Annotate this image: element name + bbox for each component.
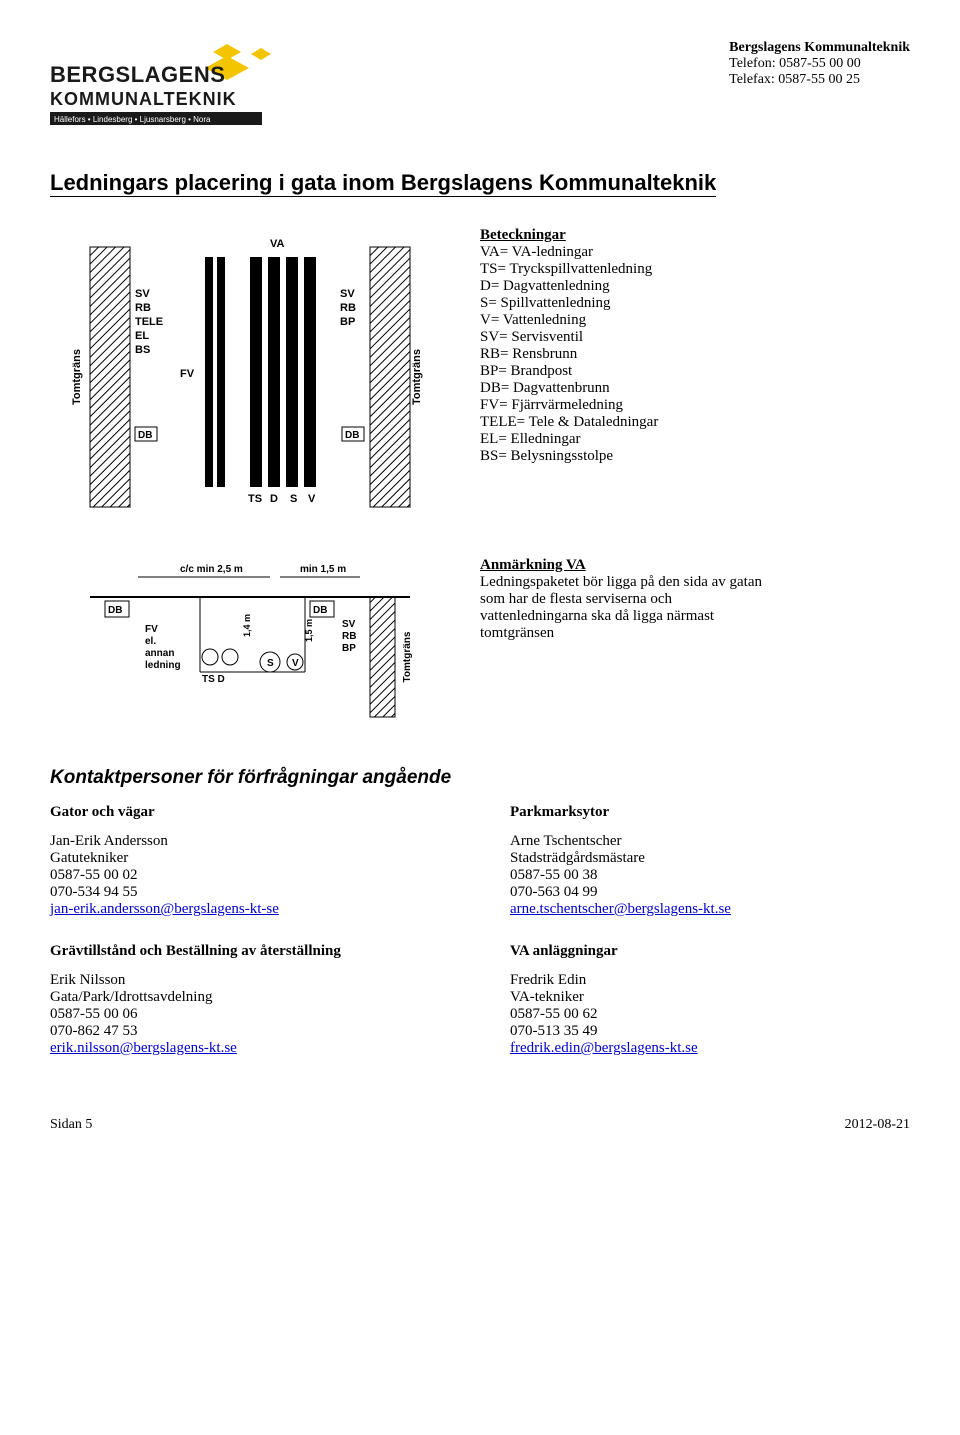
contact-name: Jan-Erik Andersson [50,833,450,850]
svg-text:SV: SV [340,288,355,300]
org-phone: Telefon: 0587-55 00 00 [729,56,910,72]
legend-item: BS= Belysningsstolpe [480,448,658,465]
contact-role: Stadsträdgårdsmästare [510,850,910,867]
svg-text:1,4 m: 1,4 m [242,614,252,637]
svg-text:RB: RB [340,302,356,314]
svg-text:el.: el. [145,636,156,647]
contact-mob: 070-513 35 49 [510,1023,910,1040]
svg-text:DB: DB [313,605,327,616]
contact-tel: 0587-55 00 38 [510,867,910,884]
svg-text:FV: FV [180,368,195,380]
svg-text:S: S [267,658,274,669]
contact-head: Parkmarksytor [510,804,910,821]
svg-text:annan: annan [145,648,174,659]
svg-text:BP: BP [342,643,356,654]
svg-text:BERGSLAGENS: BERGSLAGENS [50,62,225,87]
note-text: Ledningspaketet bör ligga på den sida av… [480,574,762,641]
page-title: Ledningars placering i gata inom Bergsla… [50,170,716,197]
contact-block: VA anläggningar Fredrik Edin VA-tekniker… [510,943,910,1057]
svg-text:DB: DB [108,605,122,616]
contact-mail[interactable]: arne.tschentscher@bergslagens-kt.se [510,901,731,917]
legend: Beteckningar VA= VA-ledningar TS= Trycks… [480,227,658,465]
org-fax: Telefax: 0587-55 00 25 [729,72,910,88]
contact-mob: 070-534 94 55 [50,884,450,901]
svg-text:V: V [292,658,299,669]
svg-text:VA: VA [270,238,285,250]
contact-role: Gata/Park/Idrottsavdelning [50,989,450,1006]
contact-mail[interactable]: jan-erik.andersson@bergslagens-kt-se [50,901,279,917]
logo: BERGSLAGENS KOMMUNALTEKNIK Hällefors • L… [50,40,310,130]
legend-item: VA= VA-ledningar [480,244,658,261]
svg-text:BS: BS [135,344,150,356]
legend-item: D= Dagvattenledning [480,278,658,295]
svg-text:TELE: TELE [135,316,163,328]
svg-text:RB: RB [135,302,151,314]
svg-text:FV: FV [145,624,158,635]
svg-text:KOMMUNALTEKNIK: KOMMUNALTEKNIK [50,89,237,109]
contact-block: Gator och vägar Jan-Erik Andersson Gatut… [50,804,450,918]
svg-text:RB: RB [342,631,356,642]
contact-name: Fredrik Edin [510,972,910,989]
svg-text:EL: EL [135,330,149,342]
svg-text:BP: BP [340,316,355,328]
legend-item: TS= Tryckspillvattenledning [480,261,658,278]
contact-mail[interactable]: fredrik.edin@bergslagens-kt.se [510,1040,698,1056]
contact-tel: 0587-55 00 62 [510,1006,910,1023]
svg-text:TS: TS [248,493,262,505]
contact-head: VA anläggningar [510,943,910,960]
legend-item: DB= Dagvattenbrunn [480,380,658,397]
contact-name: Arne Tschentscher [510,833,910,850]
legend-item: S= Spillvattenledning [480,295,658,312]
legend-title: Beteckningar [480,227,566,243]
contact-name: Erik Nilsson [50,972,450,989]
svg-text:TS D: TS D [202,674,225,685]
page-number: Sidan 5 [50,1117,92,1133]
svg-text:c/c min 2,5 m: c/c min 2,5 m [180,564,243,575]
contact-mob: 070-862 47 53 [50,1023,450,1040]
legend-item: BP= Brandpost [480,363,658,380]
contact-role: Gatutekniker [50,850,450,867]
legend-item: TELE= Tele & Dataledningar [480,414,658,431]
svg-text:ledning: ledning [145,660,181,671]
contact-mail[interactable]: erik.nilsson@bergslagens-kt.se [50,1040,237,1056]
legend-item: SV= Servisventil [480,329,658,346]
note: Anmärkning VA Ledningspaketet bör ligga … [480,557,780,642]
svg-text:SV: SV [135,288,150,300]
svg-text:SV: SV [342,619,356,630]
contacts-heading: Kontaktpersoner för förfrågningar angåen… [50,767,910,789]
svg-text:Tomtgräns: Tomtgräns [402,631,413,682]
svg-text:Tomtgräns: Tomtgräns [71,349,83,405]
svg-text:DB: DB [345,430,359,441]
svg-text:DB: DB [138,430,152,441]
svg-text:D: D [270,493,278,505]
org-name: Bergslagens Kommunalteknik [729,40,910,56]
legend-item: RB= Rensbrunn [480,346,658,363]
contact-mob: 070-563 04 99 [510,884,910,901]
svg-text:min 1,5 m: min 1,5 m [300,564,346,575]
svg-text:Tomtgräns: Tomtgräns [411,349,423,405]
svg-text:S: S [290,493,297,505]
note-title: Anmärkning VA [480,557,586,573]
diagram-section: c/c min 2,5 m min 1,5 m Tomtgräns DB DB … [50,557,450,737]
contact-tel: 0587-55 00 06 [50,1006,450,1023]
page-date: 2012-08-21 [845,1117,910,1133]
legend-item: EL= Elledningar [480,431,658,448]
contact-role: VA-tekniker [510,989,910,1006]
svg-text:V: V [308,493,316,505]
org-info: Bergslagens Kommunalteknik Telefon: 0587… [729,40,910,88]
contact-block: Grävtillstånd och Beställning av återstä… [50,943,450,1057]
contact-tel: 0587-55 00 02 [50,867,450,884]
contact-block: Parkmarksytor Arne Tschentscher Stadsträ… [510,804,910,918]
legend-item: FV= Fjärrvärmeledning [480,397,658,414]
contact-head: Grävtillstånd och Beställning av återstä… [50,943,450,960]
svg-text:Hällefors • Lindesberg • Ljusn: Hällefors • Lindesberg • Ljusnarsberg • … [54,115,211,124]
diagram-plan: Tomtgräns Tomtgräns SV RB TELE EL BS SV … [50,227,450,527]
contact-head: Gator och vägar [50,804,450,821]
legend-item: V= Vattenledning [480,312,658,329]
